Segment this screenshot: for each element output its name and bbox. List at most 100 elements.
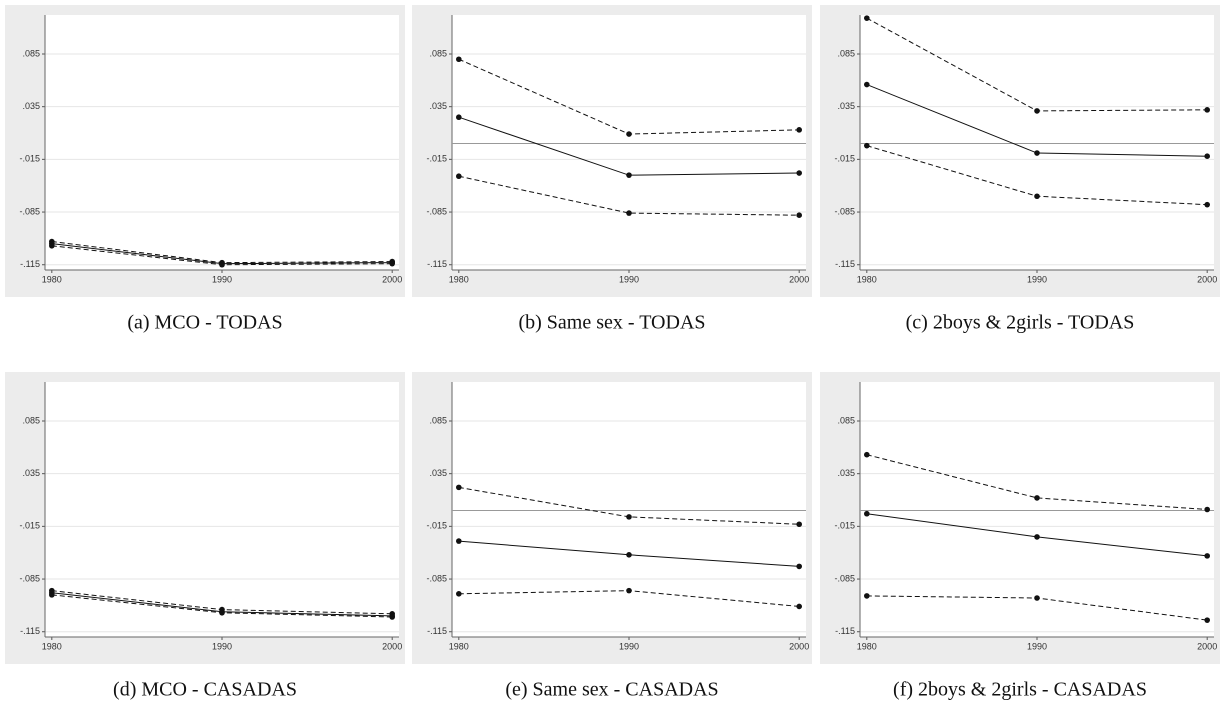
y-tick-label: .035 xyxy=(22,468,40,478)
y-tick-label: -.115 xyxy=(835,259,855,269)
data-point xyxy=(219,261,225,268)
data-point xyxy=(389,260,395,267)
x-tick-label: 2000 xyxy=(382,641,402,651)
data-point xyxy=(796,563,802,570)
x-tick-label: 1990 xyxy=(619,274,639,284)
data-point xyxy=(864,81,870,88)
x-tick-label: 2000 xyxy=(789,274,809,284)
data-point xyxy=(49,242,55,249)
y-tick-label: -.085 xyxy=(426,573,447,583)
data-point xyxy=(864,510,870,517)
data-point xyxy=(864,593,870,599)
caption: (b) Same sex - TODAS xyxy=(518,312,705,334)
data-point xyxy=(864,142,870,149)
y-tick-label: -.085 xyxy=(834,573,855,583)
y-tick-label: -.085 xyxy=(426,206,447,216)
caption: (c) 2boys & 2girls - TODAS xyxy=(906,312,1135,334)
x-tick-label: 1990 xyxy=(212,274,232,284)
data-point xyxy=(456,56,462,63)
data-point xyxy=(1034,534,1040,540)
x-tick-label: 2000 xyxy=(1197,274,1217,284)
y-tick-label: .035 xyxy=(837,101,855,111)
plot-area xyxy=(452,382,806,637)
data-point xyxy=(1204,617,1210,623)
y-tick-label: .035 xyxy=(837,468,855,478)
data-point xyxy=(626,210,632,216)
data-point xyxy=(49,592,55,598)
data-point xyxy=(1034,595,1040,601)
data-point xyxy=(626,587,632,594)
series-line xyxy=(866,454,1208,510)
y-tick-label: .085 xyxy=(429,415,447,425)
data-point xyxy=(1034,150,1040,156)
y-tick-label: -.015 xyxy=(19,154,40,164)
plot-area xyxy=(45,382,399,637)
data-point xyxy=(1034,108,1040,114)
data-point xyxy=(456,114,462,121)
data-point xyxy=(796,127,802,133)
caption: (d) MCO - CASADAS xyxy=(113,679,297,701)
x-tick-label: 1990 xyxy=(619,641,639,651)
y-tick-label: -.115 xyxy=(427,259,447,269)
data-point xyxy=(1204,107,1210,113)
y-tick-label: -.115 xyxy=(427,626,447,636)
plot-area xyxy=(452,15,806,270)
caption: (a) MCO - TODAS xyxy=(127,312,282,334)
data-point xyxy=(864,15,870,21)
caption: (f) 2boys & 2girls - CASADAS xyxy=(893,679,1147,701)
data-point xyxy=(456,590,462,597)
data-point xyxy=(1204,153,1210,159)
x-tick-label: 1990 xyxy=(1027,641,1047,651)
data-point xyxy=(219,609,225,616)
plot-area xyxy=(860,382,1214,637)
y-tick-label: .035 xyxy=(429,101,447,111)
series-line xyxy=(458,175,800,216)
data-point xyxy=(1204,553,1210,559)
y-tick-label: -.085 xyxy=(19,573,40,583)
x-tick-label: 1980 xyxy=(857,274,877,284)
x-tick-label: 1980 xyxy=(449,641,469,651)
y-tick-label: .085 xyxy=(837,415,855,425)
data-point xyxy=(796,212,802,219)
plot-area xyxy=(45,15,399,270)
data-point xyxy=(1034,193,1040,200)
data-point xyxy=(626,172,632,178)
x-tick-label: 1980 xyxy=(42,641,62,651)
y-tick-label: .085 xyxy=(22,48,40,58)
y-tick-label: -.115 xyxy=(20,259,40,269)
x-tick-label: 2000 xyxy=(382,274,402,284)
y-tick-label: -.115 xyxy=(20,626,40,636)
data-point xyxy=(796,521,802,528)
y-tick-label: -.015 xyxy=(834,154,855,164)
x-tick-label: 1980 xyxy=(42,274,62,284)
data-point xyxy=(796,170,802,176)
y-tick-label: .035 xyxy=(429,468,447,478)
y-tick-label: -.085 xyxy=(19,206,40,216)
plot-area xyxy=(860,15,1214,270)
data-point xyxy=(626,552,632,558)
data-point xyxy=(796,603,802,610)
data-point xyxy=(626,514,632,520)
y-tick-label: -.015 xyxy=(426,154,447,164)
y-tick-label: -.015 xyxy=(426,521,447,531)
x-tick-label: 1980 xyxy=(857,641,877,651)
data-point xyxy=(456,538,462,544)
y-tick-label: .035 xyxy=(22,101,40,111)
x-tick-label: 1980 xyxy=(449,274,469,284)
data-point xyxy=(1204,506,1210,513)
x-tick-label: 2000 xyxy=(1197,641,1217,651)
data-point xyxy=(864,451,870,458)
x-tick-label: 1990 xyxy=(212,641,232,651)
y-tick-label: -.015 xyxy=(834,521,855,531)
data-point xyxy=(456,484,462,491)
y-tick-label: .085 xyxy=(429,48,447,58)
data-point xyxy=(626,131,632,137)
data-point xyxy=(1204,201,1210,208)
